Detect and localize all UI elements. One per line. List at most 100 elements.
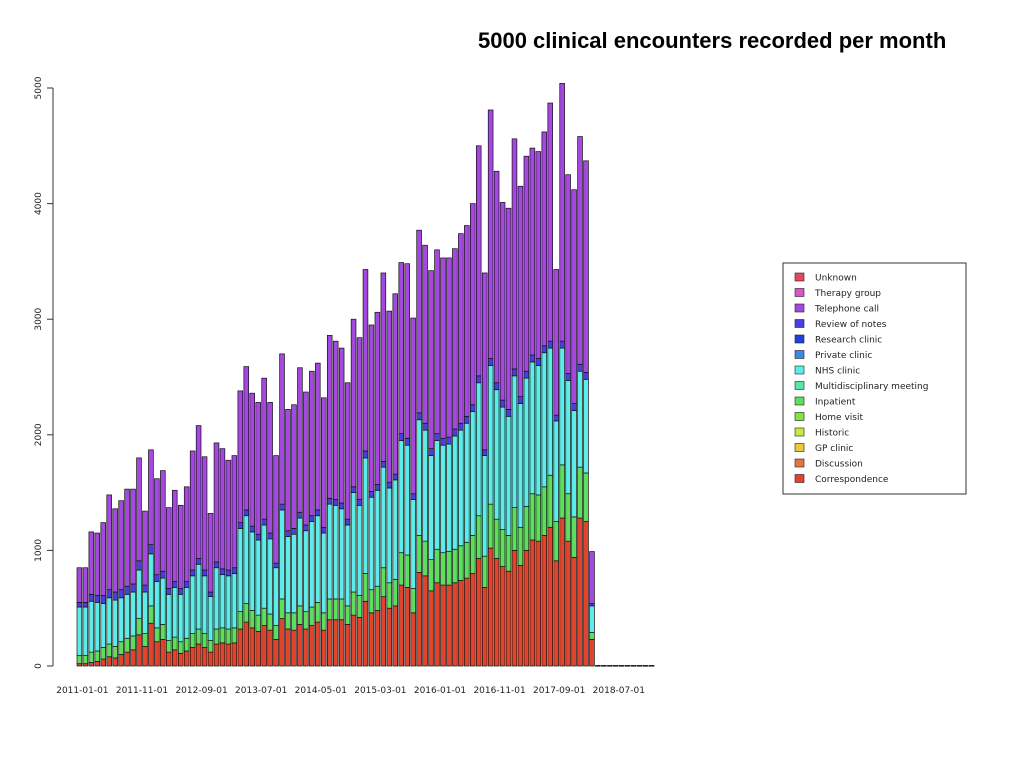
bar-segment-telephone (470, 203, 476, 406)
bar-segment-nhs (523, 377, 530, 507)
bar-segment-nhs (326, 503, 333, 600)
bar-segment-telephone (285, 409, 291, 532)
bar-segment-blue (350, 486, 357, 493)
bar-segment-green (517, 526, 524, 566)
bar-segment-nhs (362, 457, 369, 574)
bar-segment-green (493, 518, 500, 559)
bar-segment-corr (237, 628, 244, 667)
bar-segment-telephone (607, 665, 613, 667)
bar-segment-telephone (189, 450, 196, 571)
bar-segment-corr (547, 526, 553, 667)
bar-segment-green (464, 541, 470, 579)
bar-segment-corr (428, 590, 434, 667)
bar-segment-blue (100, 595, 106, 604)
bar-segment-telephone (565, 174, 571, 374)
bar-segment-blue (428, 448, 434, 456)
bar-segment-corr (464, 577, 470, 667)
bar-segment-corr (118, 654, 124, 667)
bar-segment-green (386, 582, 393, 609)
bar-segment-green (571, 516, 577, 558)
bar-segment-green (559, 464, 565, 519)
bar-segment-green (291, 612, 297, 631)
bar-segment-nhs (154, 581, 160, 629)
bar-segment-corr (166, 651, 172, 667)
bar-segment-corr (559, 517, 565, 667)
bar-segment-nhs (249, 531, 255, 611)
bar-segment-telephone (648, 665, 655, 667)
bar-segment-corr (505, 570, 512, 667)
bar-segment-telephone (374, 311, 381, 485)
bar-segment-corr (219, 642, 226, 667)
bar-segment-corr (481, 587, 488, 667)
bar-segment-telephone (404, 263, 410, 439)
bar-segment-corr (422, 575, 428, 667)
chart-title: 5000 clinical encounters recorded per mo… (478, 28, 947, 53)
legend-swatch (794, 288, 805, 297)
bar-segment-telephone (94, 532, 101, 596)
bar-segment-corr (285, 628, 291, 667)
bar-segment-green (380, 567, 387, 597)
bar-segment-telephone (601, 665, 607, 667)
legend-swatch (794, 303, 805, 313)
bar-segment-green (231, 627, 238, 644)
bar-segment-telephone (481, 272, 488, 451)
bar-segment-blue (279, 503, 285, 511)
bar-segment-corr (326, 619, 333, 667)
x-tick-label: 2017-09-01 (533, 686, 585, 696)
bar-segment-nhs (76, 606, 83, 656)
bar-segment-telephone (517, 185, 524, 398)
bar-segment-telephone (553, 269, 559, 416)
bar-segment-blue (404, 437, 410, 446)
bar-segment-nhs (166, 593, 172, 641)
bar-segment-green (440, 552, 446, 586)
bar-segment-corr (386, 607, 393, 667)
y-tick-label: 4000 (34, 192, 44, 215)
bar-segment-telephone (237, 390, 244, 524)
bar-segment-corr (189, 647, 196, 667)
bar-segment-telephone (577, 136, 583, 365)
bar-segment-corr (446, 584, 452, 667)
bar-segment-blue (177, 588, 184, 595)
bar-segment-telephone (350, 318, 357, 488)
bar-segment-blue (303, 524, 309, 532)
bar-segment-nhs (452, 435, 458, 550)
bar-segment-telephone (434, 249, 440, 434)
bar-segment-nhs (201, 575, 208, 634)
bar-segment-nhs (374, 489, 381, 587)
legend-label: Research clinic (815, 336, 882, 346)
legend-swatch (794, 350, 805, 359)
bar-segment-nhs (94, 602, 101, 652)
bar-segment-corr (136, 634, 142, 667)
bar-segment-green (237, 611, 244, 630)
bar-segment-green (148, 605, 154, 624)
bar-segment-telephone (583, 160, 589, 373)
bar-segment-corr (356, 617, 363, 667)
bar-segment-blue (577, 363, 583, 372)
bar-segment-nhs (511, 375, 518, 508)
bar-segment-nhs (225, 575, 232, 630)
bar-segment-green (285, 612, 291, 630)
bar-segment-blue (94, 595, 101, 603)
bar-segment-blue (237, 522, 244, 529)
bar-segment-corr (148, 622, 154, 667)
bar-segment-corr (368, 612, 375, 667)
bar-segment-green (356, 595, 363, 618)
bar-segment-nhs (470, 411, 476, 536)
bar-segment-blue (130, 583, 136, 593)
bar-segment-green (410, 588, 416, 614)
x-tick-label: 2016-01-01 (414, 686, 466, 696)
legend-swatch (794, 381, 805, 390)
bar-segment-telephone (195, 425, 202, 559)
bar-segment-corr (398, 584, 404, 667)
bar-segment-green (434, 548, 440, 584)
bar-segment-nhs (118, 597, 124, 643)
legend-box (782, 262, 967, 495)
legend-swatch (794, 272, 805, 282)
bar-segment-corr (225, 643, 232, 667)
x-tick-label: 2014-05-01 (295, 686, 347, 696)
legend-swatch (794, 365, 805, 375)
bar-segment-green (118, 641, 124, 655)
bar-segment-telephone (595, 665, 601, 667)
bar-segment-green (315, 602, 321, 623)
bar-segment-blue (398, 433, 404, 441)
